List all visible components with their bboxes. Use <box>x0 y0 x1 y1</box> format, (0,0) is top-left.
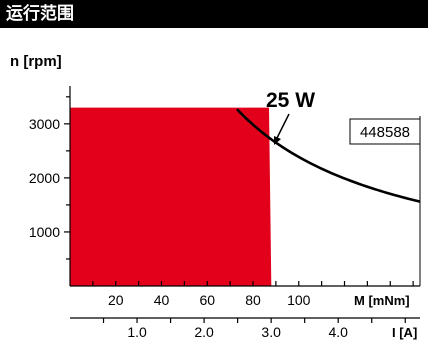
x-axis-ticks: 20 40 60 80 100 <box>92 281 414 308</box>
power-curve-label: 25 W <box>266 89 315 112</box>
power-curve-line <box>236 108 421 203</box>
y-tick-label: 1000 <box>29 224 60 240</box>
x2-tick-label: 4.0 <box>328 324 348 340</box>
x-axis-label: M [mNm] <box>354 293 410 308</box>
x2-axis-ticks: 1.0 2.0 3.0 4.0 <box>102 318 406 340</box>
y-tick-label: 2000 <box>29 170 60 186</box>
section-header: 运行范围 <box>0 0 428 28</box>
x-tick-label: 80 <box>245 292 261 308</box>
y-tick-label: 3000 <box>29 116 60 132</box>
operating-region-area <box>70 107 272 287</box>
x2-tick-label: 1.0 <box>127 324 147 340</box>
y-axis-ticks: 1000 2000 3000 <box>29 96 70 260</box>
x2-axis-label: I [A] <box>392 325 417 340</box>
x-tick-label: 20 <box>108 292 124 308</box>
x-tick-label: 60 <box>199 292 215 308</box>
y-axis-label: n [rpm] <box>10 53 62 70</box>
x-tick-label: 40 <box>154 292 170 308</box>
x-tick-label: 100 <box>287 292 311 308</box>
power-label-arrow-head <box>274 136 281 145</box>
part-number-label: 448588 <box>360 124 410 141</box>
power-label-arrow <box>276 113 290 139</box>
x2-tick-label: 2.0 <box>194 324 214 340</box>
part-number-box <box>349 118 421 145</box>
x2-tick-label: 3.0 <box>261 324 281 340</box>
